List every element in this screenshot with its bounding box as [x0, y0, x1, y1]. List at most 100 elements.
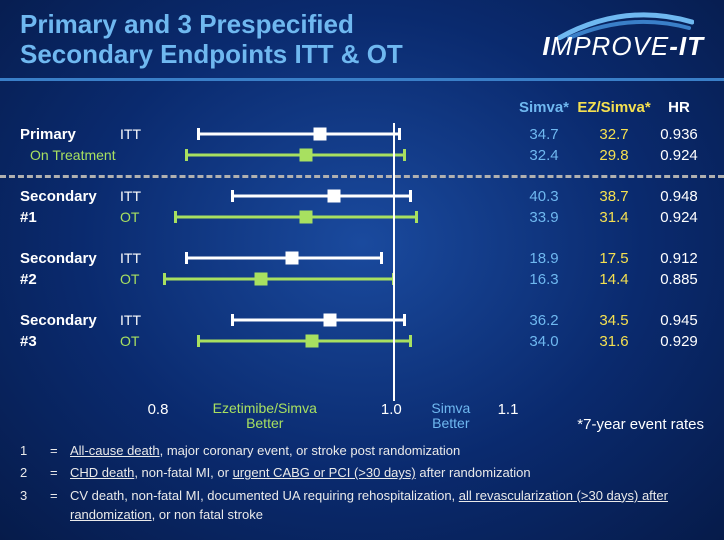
footnote-text: All-cause death, major coronary event, o…	[70, 441, 704, 461]
forest-row: #2OT 16.314.40.885	[20, 270, 704, 289]
footnote-row: 3=CV death, non-fatal MI, documented UA …	[20, 486, 704, 525]
value-ez: 38.7	[574, 188, 654, 205]
value-hr: 0.945	[654, 312, 704, 329]
row-group-label: #3	[20, 333, 120, 350]
ci-cap	[409, 190, 412, 202]
forest-cell	[164, 249, 508, 268]
row-sublabel: ITT	[120, 188, 158, 204]
footnote-eq: =	[50, 463, 70, 483]
row-sublabel: ITT	[120, 126, 158, 142]
x-axis-labels: Ezetimibe/SimvaBetter SimvaBetter	[158, 401, 508, 437]
value-ez: 14.4	[574, 271, 654, 288]
row-sublabel: ITT	[120, 312, 158, 328]
forest-cell	[164, 125, 508, 144]
col-header-ez: EZ/Simva*	[574, 99, 654, 116]
row-sublabel: OT	[120, 209, 158, 225]
footnote-num: 3	[20, 486, 50, 525]
row-group-label: Primary	[20, 126, 120, 143]
ci-cap	[174, 211, 177, 223]
plot-area: PrimaryITT34.732.70.936On Treatment32.42…	[20, 123, 704, 401]
ci-line	[164, 278, 393, 281]
row-group-label: #2	[20, 271, 120, 288]
row-sublabel: ITT	[120, 250, 158, 266]
row-sublabel: On Treatment	[20, 147, 158, 163]
axis-label-right: SimvaBetter	[398, 401, 503, 432]
value-simva: 40.3	[514, 188, 574, 205]
ci-cap	[197, 128, 200, 140]
footnote-row: 1=All-cause death, major coronary event,…	[20, 441, 704, 461]
forest-row: SecondaryITT18.917.50.912	[20, 249, 704, 268]
forest-cell	[164, 187, 508, 206]
value-hr: 0.924	[654, 209, 704, 226]
ci-cap	[380, 252, 383, 264]
ci-line	[187, 154, 405, 157]
value-simva: 34.7	[514, 126, 574, 143]
ci-cap	[231, 314, 234, 326]
forest-cell	[164, 311, 508, 330]
improve-it-logo: IMPROVE-IT	[524, 10, 704, 64]
row-sublabel: OT	[120, 333, 158, 349]
footnote-eq: =	[50, 486, 70, 525]
value-hr: 0.885	[654, 271, 704, 288]
value-hr: 0.948	[654, 188, 704, 205]
value-ez: 32.7	[574, 126, 654, 143]
ci-cap	[403, 314, 406, 326]
value-simva: 36.2	[514, 312, 574, 329]
ci-cap	[185, 252, 188, 264]
value-hr: 0.936	[654, 126, 704, 143]
value-hr: 0.924	[654, 147, 704, 164]
point-estimate	[324, 314, 337, 327]
col-header-simva: Simva*	[514, 99, 574, 116]
ci-line	[175, 216, 416, 219]
point-estimate	[300, 211, 313, 224]
ci-cap	[403, 149, 406, 161]
footnote-text: CHD death, non-fatal MI, or urgent CABG …	[70, 463, 704, 483]
title-line-1: Primary and 3 Prespecified	[20, 10, 524, 40]
point-estimate	[300, 149, 313, 162]
row-group-label: Secondary	[20, 312, 120, 329]
footnotes: 1=All-cause death, major coronary event,…	[20, 441, 704, 525]
row-sublabel: OT	[120, 271, 158, 287]
dashed-separator	[0, 175, 724, 178]
value-simva: 34.0	[514, 333, 574, 350]
row-group-label: Secondary	[20, 250, 120, 267]
value-hr: 0.912	[654, 250, 704, 267]
value-simva: 16.3	[514, 271, 574, 288]
forest-row: On Treatment 32.429.80.924	[20, 146, 704, 165]
col-header-hr: HR	[654, 99, 704, 116]
value-ez: 31.4	[574, 209, 654, 226]
rate-footnote: *7-year event rates	[577, 416, 704, 433]
header: Primary and 3 Prespecified Secondary End…	[0, 0, 724, 76]
value-ez: 34.5	[574, 312, 654, 329]
value-simva: 18.9	[514, 250, 574, 267]
column-headers: Simva* EZ/Simva* HR	[514, 99, 704, 116]
point-estimate	[305, 335, 318, 348]
value-ez: 31.6	[574, 333, 654, 350]
point-estimate	[255, 273, 268, 286]
value-simva: 33.9	[514, 209, 574, 226]
forest-row: SecondaryITT40.338.70.948	[20, 187, 704, 206]
forest-cell	[164, 146, 508, 165]
footnote-row: 2=CHD death, non-fatal MI, or urgent CAB…	[20, 463, 704, 483]
slide-title: Primary and 3 Prespecified Secondary End…	[20, 10, 524, 70]
row-group-label: #1	[20, 209, 120, 226]
forest-cell	[164, 332, 508, 351]
point-estimate	[286, 252, 299, 265]
ci-cap	[392, 273, 395, 285]
value-hr: 0.929	[654, 333, 704, 350]
forest-cell	[164, 208, 508, 227]
footnote-num: 2	[20, 463, 50, 483]
value-ez: 29.8	[574, 147, 654, 164]
ci-cap	[231, 190, 234, 202]
ci-cap	[197, 335, 200, 347]
value-simva: 32.4	[514, 147, 574, 164]
ci-line	[233, 319, 405, 322]
forest-row: PrimaryITT 34.732.70.936	[20, 125, 704, 144]
ci-cap	[163, 273, 166, 285]
axis-label-left: Ezetimibe/SimvaBetter	[186, 401, 344, 432]
footnote-eq: =	[50, 441, 70, 461]
footnote-text: CV death, non-fatal MI, documented UA re…	[70, 486, 704, 525]
ci-line	[198, 133, 399, 136]
header-rule	[0, 78, 724, 81]
forest-row: #3OT 34.031.60.929	[20, 332, 704, 351]
